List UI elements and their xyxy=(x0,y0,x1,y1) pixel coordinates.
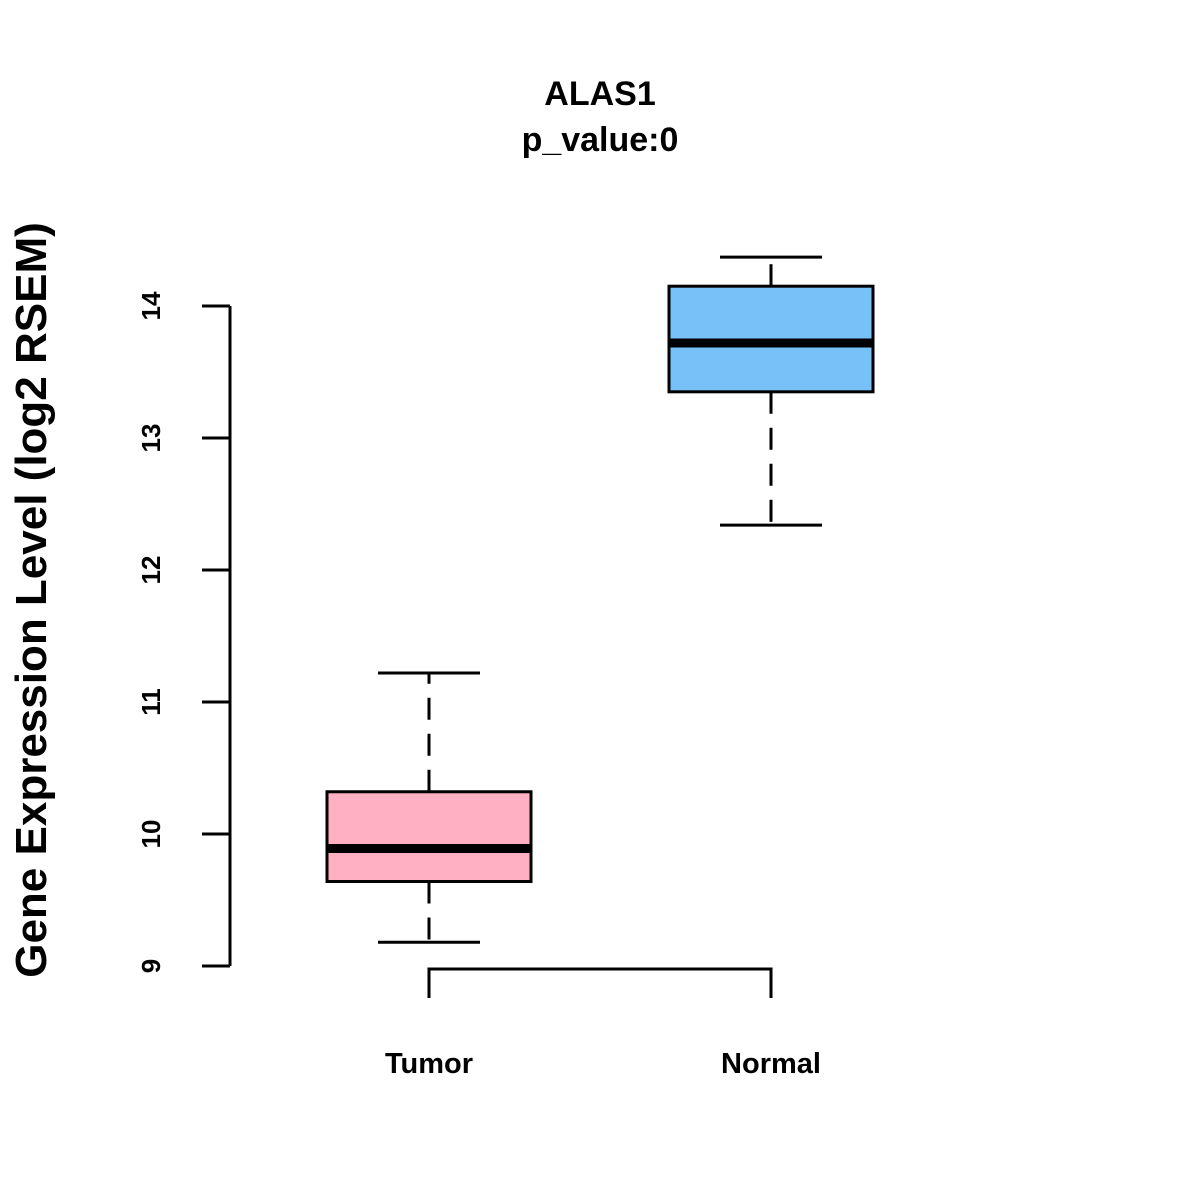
y-axis: 9 10 11 12 13 14 xyxy=(136,291,232,973)
y-axis-label: Gene Expression Level (log2 RSEM) xyxy=(7,222,56,978)
chart-subtitle: p_value:0 xyxy=(522,121,679,159)
chart-title: ALAS1 xyxy=(544,75,655,113)
y-tick-label: 14 xyxy=(136,291,166,320)
comparison-bracket xyxy=(427,967,773,998)
y-tick-label: 11 xyxy=(136,688,166,716)
y-tick-label: 13 xyxy=(136,424,166,453)
y-tick-label: 10 xyxy=(136,820,166,849)
category-label-tumor: Tumor xyxy=(385,1048,473,1080)
bracket-line xyxy=(427,967,773,998)
y-tick-label: 9 xyxy=(136,959,166,973)
category-label-normal: Normal xyxy=(721,1048,821,1080)
boxes-group xyxy=(325,255,875,944)
category-labels: Tumor Normal xyxy=(385,1048,821,1080)
iqr-box xyxy=(325,790,533,884)
y-tick-label: 12 xyxy=(136,556,166,585)
box-normal xyxy=(667,255,875,527)
box-tumor xyxy=(325,671,533,944)
